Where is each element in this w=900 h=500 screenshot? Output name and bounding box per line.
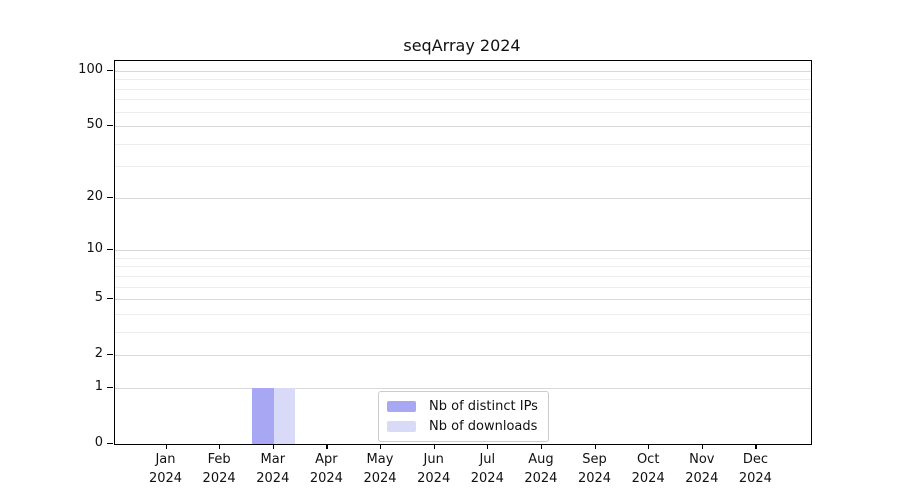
x-axis-year: 2024 <box>148 471 183 486</box>
minor-gridline <box>115 166 811 168</box>
y-axis-tick <box>107 386 113 389</box>
x-axis-tick-label: Apr 2024 <box>296 450 356 488</box>
x-axis-tick <box>755 444 757 449</box>
minor-gridline <box>115 99 811 101</box>
x-axis-month: Jan <box>155 452 176 467</box>
legend-swatch-downloads <box>387 421 416 432</box>
minor-gridline <box>115 143 811 145</box>
major-gridline <box>115 299 811 301</box>
y-axis-tick-label: 20 <box>86 188 103 204</box>
x-axis-year: 2024 <box>309 471 343 486</box>
major-gridline <box>115 355 811 357</box>
x-axis-tick-label: Sep 2024 <box>565 450 625 488</box>
major-gridline <box>115 126 811 127</box>
y-axis-tick <box>107 443 113 445</box>
x-axis-month: Jul <box>479 452 496 467</box>
x-axis-month: May <box>366 452 394 467</box>
major-gridline <box>115 250 811 252</box>
legend-label-distinct-ips: Nb of distinct IPs <box>429 399 538 414</box>
x-axis-year: 2024 <box>631 471 665 486</box>
y-axis-tick <box>107 354 113 356</box>
x-axis-tick <box>326 444 328 449</box>
x-axis-month: Aug <box>528 452 554 467</box>
x-axis-tick <box>272 444 274 449</box>
x-axis-tick <box>487 444 489 449</box>
x-axis-year: 2024 <box>685 471 719 486</box>
y-axis-tick-label: 2 <box>94 346 103 362</box>
x-axis-month: Apr <box>315 452 338 467</box>
y-axis-tick-label: 100 <box>78 61 103 77</box>
x-axis-tick-label: May 2024 <box>350 450 410 488</box>
y-axis-tick-label: 0 <box>94 435 103 450</box>
minor-gridline <box>115 286 811 288</box>
minor-gridline <box>115 111 811 113</box>
x-axis-month: Oct <box>636 452 660 467</box>
legend-item-downloads: Nb of downloads <box>387 419 538 434</box>
x-axis-tick-label: Aug 2024 <box>511 450 571 488</box>
x-axis-year: 2024 <box>524 471 558 486</box>
x-axis-tick-label: Jun 2024 <box>404 450 464 488</box>
x-axis-month: Mar <box>260 452 286 467</box>
bar-downloads <box>273 387 296 444</box>
x-axis-month: Feb <box>207 452 231 467</box>
x-axis-tick <box>380 444 382 449</box>
x-axis-tick-label: Jul 2024 <box>457 450 517 488</box>
minor-gridline <box>115 257 811 259</box>
x-axis-tick <box>648 444 650 449</box>
y-axis-tick <box>107 298 113 300</box>
x-axis-year: 2024 <box>470 471 504 486</box>
y-axis-tick-label: 5 <box>94 290 103 306</box>
x-axis-tick <box>219 444 221 449</box>
x-axis-tick <box>165 444 167 449</box>
y-axis-tick <box>107 196 113 198</box>
x-axis-month: Dec <box>742 452 768 467</box>
y-axis-tick <box>107 69 113 71</box>
x-axis-year: 2024 <box>363 471 397 486</box>
legend-item-distinct-ips: Nb of distinct IPs <box>387 399 538 414</box>
minor-gridline <box>115 266 811 268</box>
minor-gridline <box>115 79 811 81</box>
y-axis-tick <box>107 249 113 251</box>
y-axis-tick-label: 10 <box>86 241 103 257</box>
bar-distinct-ips <box>252 387 274 444</box>
x-axis-tick <box>594 444 596 449</box>
major-gridline <box>115 387 811 389</box>
major-gridline <box>115 70 811 72</box>
legend-swatch-distinct-ips <box>387 401 416 412</box>
chart-title: seqArray 2024 <box>403 36 521 55</box>
y-axis-tick-label: 1 <box>94 378 103 394</box>
minor-gridline <box>115 331 811 333</box>
x-axis-tick-label: Mar 2024 <box>243 450 303 488</box>
x-axis-tick-label: Nov 2024 <box>672 450 732 488</box>
x-axis-tick-label: Oct 2024 <box>618 450 678 488</box>
legend: Nb of distinct IPs Nb of downloads <box>378 391 549 442</box>
x-axis-tick-label: Jan 2024 <box>136 450 196 488</box>
x-axis-year: 2024 <box>577 471 612 486</box>
x-axis-year: 2024 <box>256 471 290 486</box>
x-axis-tick <box>701 444 703 449</box>
x-axis-tick-label: Feb 2024 <box>189 450 249 488</box>
y-axis-tick-label: 50 <box>86 117 103 132</box>
x-axis-tick <box>433 444 435 449</box>
x-axis-month: Nov <box>689 452 715 467</box>
major-gridline <box>115 197 811 199</box>
plot-area: Nb of distinct IPs Nb of downloads <box>114 60 812 445</box>
x-axis-year: 2024 <box>202 471 236 486</box>
x-axis-month: Sep <box>582 452 607 467</box>
minor-gridline <box>115 313 811 315</box>
x-axis-year: 2024 <box>417 471 451 486</box>
minor-gridline <box>115 88 811 90</box>
y-axis-tick <box>107 125 113 127</box>
legend-label-downloads: Nb of downloads <box>429 419 538 434</box>
x-axis-year: 2024 <box>738 471 772 486</box>
x-axis-month: Jun <box>423 452 444 467</box>
minor-gridline <box>115 275 811 277</box>
x-axis-tick <box>540 444 543 449</box>
x-axis-tick-label: Dec 2024 <box>725 450 785 488</box>
